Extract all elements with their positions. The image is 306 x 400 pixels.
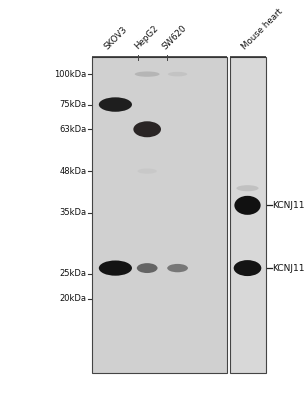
Bar: [92, 57, 227, 373]
Text: HepG2: HepG2: [132, 24, 160, 51]
Text: SKOV3: SKOV3: [102, 25, 129, 51]
Ellipse shape: [167, 264, 188, 272]
Ellipse shape: [137, 168, 157, 174]
Text: 75kDa: 75kDa: [59, 100, 86, 109]
Ellipse shape: [234, 260, 261, 276]
Ellipse shape: [99, 260, 132, 276]
Ellipse shape: [109, 101, 121, 108]
Ellipse shape: [237, 185, 259, 191]
Text: 35kDa: 35kDa: [59, 208, 86, 218]
Ellipse shape: [99, 97, 132, 112]
Ellipse shape: [168, 72, 187, 76]
Text: KCNJ11: KCNJ11: [272, 201, 304, 210]
Text: 25kDa: 25kDa: [59, 269, 86, 278]
Text: 20kDa: 20kDa: [59, 294, 86, 303]
Text: SW620: SW620: [160, 23, 188, 51]
Ellipse shape: [135, 72, 160, 77]
Text: Mouse heart: Mouse heart: [240, 7, 285, 51]
Bar: [230, 57, 266, 373]
Text: KCNJ11: KCNJ11: [272, 264, 304, 272]
Text: 100kDa: 100kDa: [54, 70, 86, 79]
Text: 48kDa: 48kDa: [59, 167, 86, 176]
Ellipse shape: [137, 263, 158, 273]
Ellipse shape: [234, 196, 261, 215]
Text: 63kDa: 63kDa: [59, 125, 86, 134]
Ellipse shape: [133, 121, 161, 137]
